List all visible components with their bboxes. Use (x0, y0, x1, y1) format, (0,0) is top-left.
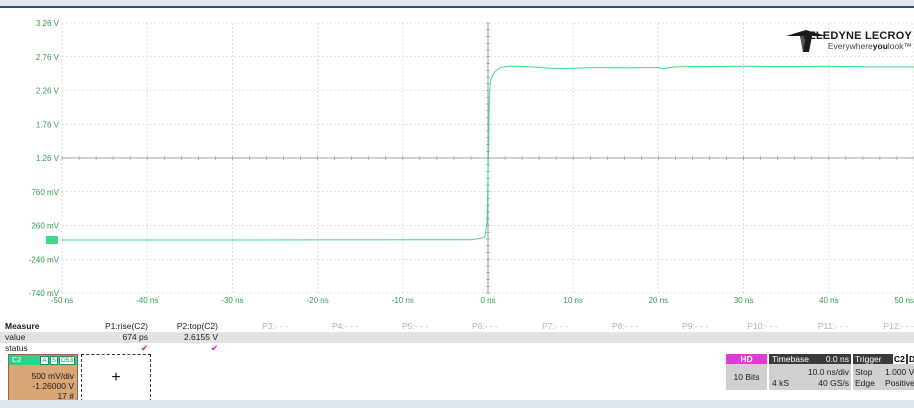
y-tick-label-2: 2.26 V (36, 87, 60, 96)
trigger-coupling-chip: DC (908, 354, 914, 364)
x-tick-label-3: -20 ns (306, 296, 328, 305)
x-tick-label-7: 20 ns (649, 296, 669, 305)
y-tick-label-4: 1.26 V (36, 154, 60, 163)
hd-badge: HD (726, 354, 767, 364)
channel-sweeps: 17 # (57, 391, 74, 401)
measure-p7-name[interactable]: P7:- - - (542, 321, 568, 331)
channel-descriptor-header: C2 A S D53 (9, 355, 77, 365)
x-tick-label-0: -50 ns (51, 296, 73, 305)
logo-tag-pre: Everywhere (827, 41, 873, 51)
measure-header-label: Measure (5, 321, 40, 331)
channel-ground-marker (46, 236, 58, 245)
trigger-source-chip: C2 (893, 354, 906, 364)
trace-c2 (62, 65, 914, 241)
measure-header-row: Measure P1:rise(C2) P2:top(C2) P3:- - - P4:… (0, 321, 914, 332)
timebase-delay: 0.0 ns (825, 354, 849, 364)
measure-p2-value: 2.6155 V (183, 332, 218, 342)
measure-p2-status: ✔ (210, 343, 218, 353)
y-tick-label-1: 2.76 V (36, 53, 60, 62)
measure-status-row: status ✔ ✔ (0, 343, 914, 354)
trigger-level: 1.000 V (885, 367, 914, 377)
timebase-body: 10.0 ns/div 4 kS 40 GS/s (769, 364, 851, 390)
teledyne-lecroy-logo: TELEDYNE LECROY Everywhereyoulook™ (801, 30, 912, 51)
x-tick-label-1: -40 ns (136, 296, 158, 305)
trigger-descriptor[interactable]: Trigger C2 DC Stop 1.000 V Edge Positive (853, 354, 914, 390)
measure-p6-name[interactable]: P6:- - - (472, 321, 498, 331)
measure-p1-name[interactable]: P1:rise(C2) (105, 321, 148, 331)
measure-p11-name[interactable]: P11:- - - (817, 321, 848, 331)
timebase-label: Timebase (772, 354, 810, 364)
measure-p2-name[interactable]: P2:top(C2) (176, 321, 218, 331)
bottom-bar (0, 400, 914, 408)
measure-p3-name[interactable]: P3:- - - (262, 321, 288, 331)
timebase-rate: 40 GS/s (818, 378, 849, 388)
x-tick-label-6: 10 ns (563, 296, 583, 305)
measure-p9-name[interactable]: P9:- - - (682, 321, 708, 331)
measure-p1-value: 674 ps (122, 332, 148, 342)
scope-graticule: 3.26 V 2.76 V 2.26 V 1.76 V 1.26 V 760 mV 260 … (29, 19, 914, 305)
y-tick-label-8: -740 mV (29, 289, 60, 298)
measure-p8-name[interactable]: P8:- - - (612, 321, 638, 331)
x-tick-label-5: 0 ns (480, 296, 495, 305)
timebase-header: Timebase 0.0 ns (769, 354, 851, 364)
trigger-header: Trigger C2 DC (853, 354, 914, 364)
channel-name: C2 (12, 355, 22, 364)
measure-table[interactable]: Measure P1:rise(C2) P2:top(C2) P3:- - - P4:… (0, 320, 914, 356)
plus-icon: + (111, 369, 121, 386)
measure-p1-status: ✔ (140, 343, 148, 353)
measure-p10-name[interactable]: P10:- - - (747, 321, 778, 331)
x-tick-label-8: 30 ns (734, 296, 754, 305)
channel-flag-s: S (49, 356, 59, 365)
channel-flags: A S D53 (39, 355, 75, 365)
channel-vdiv: 500 mV/div (31, 371, 74, 381)
logo-tag-bold: you (872, 41, 888, 51)
add-trace-button[interactable]: + (81, 354, 151, 402)
logo-tag-tm: ™ (903, 41, 913, 51)
y-tick-label-7: -240 mV (29, 255, 60, 264)
x-tick-label-10: 50 ns (894, 296, 914, 305)
x-tick-label-9: 40 ns (819, 296, 839, 305)
timebase-tdiv: 10.0 ns/div (807, 367, 849, 377)
logo-brand-bold: TELEDYNE (801, 30, 862, 42)
hd-bits: 10 Bits (726, 364, 767, 390)
measure-p4-name[interactable]: P4:- - - (332, 321, 358, 331)
channel-flag-a: A (40, 356, 49, 365)
trigger-label: Trigger (855, 354, 882, 364)
timebase-samples: 4 kS (772, 378, 790, 388)
channel-offset: -1.26000 V (32, 381, 74, 391)
trigger-body: Stop 1.000 V Edge Positive (853, 364, 914, 390)
trigger-type: Edge (855, 378, 875, 388)
timebase-descriptor[interactable]: Timebase 0.0 ns 10.0 ns/div 4 kS 40 GS/s (769, 354, 851, 390)
y-tick-label-3: 1.76 V (36, 120, 60, 129)
y-tick-label-6: 260 mV (31, 222, 59, 231)
channel-descriptor-c2[interactable]: C2 A S D53 500 mV/div -1.26000 V 17 # (8, 354, 78, 402)
measure-value-label: value (5, 332, 26, 342)
measure-status-label: status (5, 343, 28, 353)
hd-descriptor[interactable]: HD 10 Bits (726, 354, 767, 390)
x-tick-label-2: -30 ns (221, 296, 243, 305)
logo-brand-rest: LECROY (861, 30, 912, 42)
measure-p12-name[interactable]: P12:- - - (883, 321, 914, 331)
y-tick-label-5: 760 mV (31, 188, 59, 197)
top-bar (0, 0, 914, 8)
waveform-display[interactable]: 3.26 V 2.76 V 2.26 V 1.76 V 1.26 V 760 mV 260 … (0, 10, 914, 320)
trigger-slope: Positive (885, 378, 914, 388)
measure-p5-name[interactable]: P5:- - - (402, 321, 428, 331)
channel-flag-d53: D53 (59, 356, 75, 365)
measure-value-row: value 674 ps 2.6155 V (0, 332, 914, 343)
logo-tag-post: look (887, 41, 904, 51)
teledyne-logo-icon (786, 30, 826, 57)
trigger-mode: Stop (855, 367, 873, 377)
x-tick-label-4: -10 ns (392, 296, 414, 305)
y-tick-label-0: 3.26 V (36, 19, 60, 28)
